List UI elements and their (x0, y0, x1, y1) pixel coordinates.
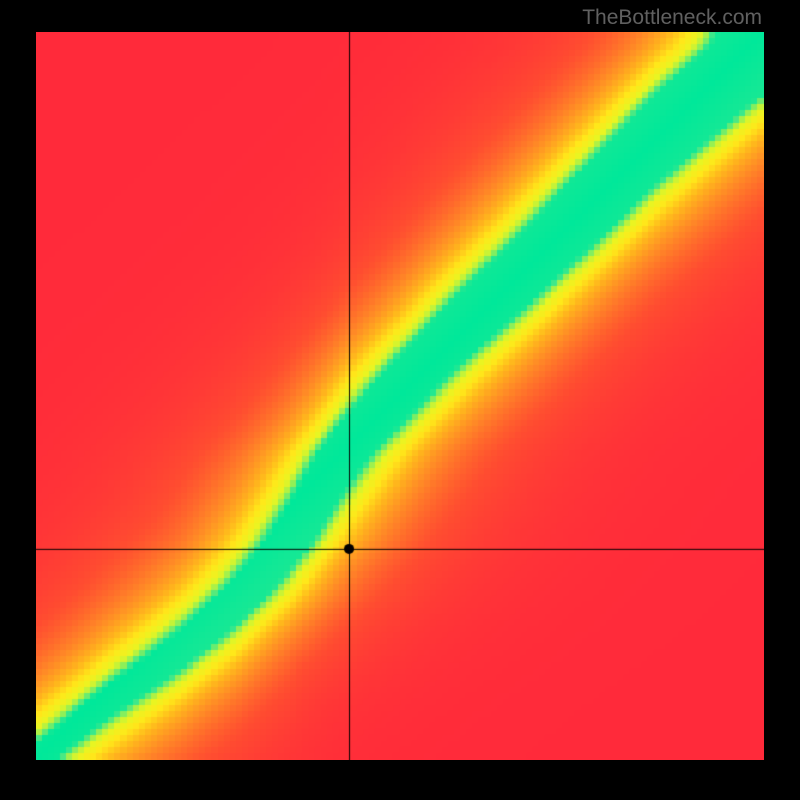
heatmap-plot (36, 32, 764, 760)
heatmap-canvas (36, 32, 764, 760)
chart-container: TheBottleneck.com (0, 0, 800, 800)
watermark-text: TheBottleneck.com (582, 6, 762, 30)
